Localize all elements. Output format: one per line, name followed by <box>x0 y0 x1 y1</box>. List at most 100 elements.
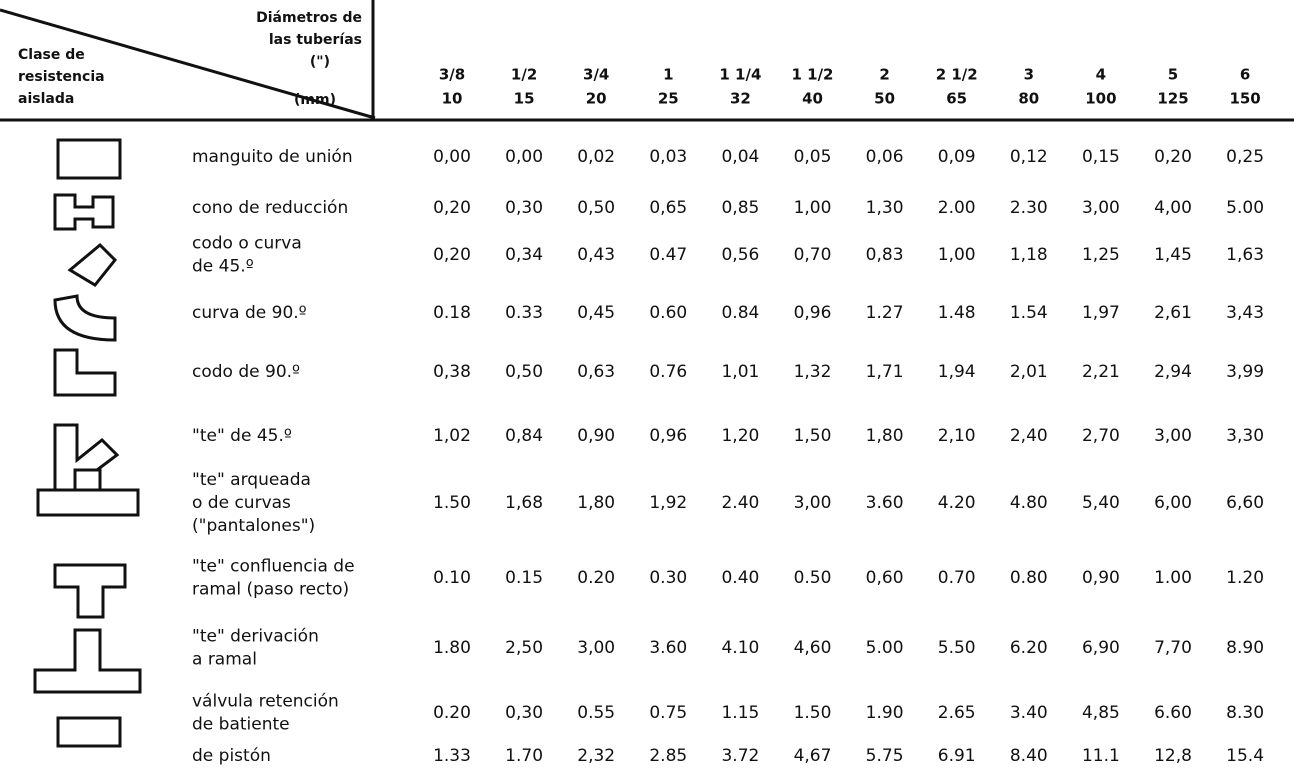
row-label: codo de 90.º <box>192 362 300 382</box>
cell-value: 0,20 <box>433 245 471 265</box>
cell-value: 1,94 <box>938 362 976 382</box>
row-label: "te" confluencia de <box>192 557 355 577</box>
cell-value: 0,96 <box>649 426 687 446</box>
cell-value: 1,92 <box>649 493 687 513</box>
cell-value: 1,18 <box>1010 245 1048 265</box>
cell-value: 2.30 <box>1010 198 1048 218</box>
cell-value: 3.72 <box>721 746 759 766</box>
cell-value: 0,34 <box>505 245 543 265</box>
row-label: a ramal <box>192 650 257 670</box>
cell-value: 6,60 <box>1226 493 1264 513</box>
cell-value: 6,00 <box>1154 493 1192 513</box>
cell-value: 1.80 <box>433 638 471 658</box>
cell-value: 0,15 <box>1082 147 1120 167</box>
cell-value: 0,00 <box>505 147 543 167</box>
cell-value: 0,90 <box>1082 568 1120 588</box>
row-label: cono de reducción <box>192 198 348 218</box>
cell-value: 6.20 <box>1010 638 1048 658</box>
row-label: de pistón <box>192 746 271 766</box>
cell-value: 0.33 <box>505 303 543 323</box>
cell-value: 0,70 <box>794 245 832 265</box>
cell-value: 0.75 <box>649 703 687 723</box>
column-inch: 6 <box>1240 66 1250 84</box>
row-label: válvula retención <box>192 692 339 712</box>
cell-value: 7,70 <box>1154 638 1192 658</box>
cell-value: 15.4 <box>1226 746 1264 766</box>
cell-value: 2,21 <box>1082 362 1120 382</box>
cell-value: 5,40 <box>1082 493 1120 513</box>
cell-value: 3,30 <box>1226 426 1264 446</box>
cell-value: 4.20 <box>938 493 976 513</box>
cell-value: 1.50 <box>794 703 832 723</box>
icon <box>53 294 117 342</box>
cell-value: 3,99 <box>1226 362 1264 382</box>
cell-value: 0.55 <box>577 703 615 723</box>
cell-value: 4.10 <box>721 638 759 658</box>
cell-value: 4,85 <box>1082 703 1120 723</box>
row-label: "te" arqueada <box>192 470 311 490</box>
icon <box>53 193 115 231</box>
corner-label: aislada <box>18 91 74 107</box>
cell-value: 1,20 <box>721 426 759 446</box>
cell-value: 0.20 <box>433 703 471 723</box>
row-label: de 45.º <box>192 257 254 277</box>
cell-value: 1,50 <box>794 426 832 446</box>
column-inch: 4 <box>1096 66 1106 84</box>
row-label: curva de 90.º <box>192 303 307 323</box>
cell-value: 0,05 <box>794 147 832 167</box>
cell-value: 1,32 <box>794 362 832 382</box>
cell-value: 0,02 <box>577 147 615 167</box>
cell-value: 1,80 <box>866 426 904 446</box>
cell-value: 0.18 <box>433 303 471 323</box>
cell-value: 2.85 <box>649 746 687 766</box>
cell-value: 1,30 <box>866 198 904 218</box>
corner-label: las tuberías <box>269 32 362 48</box>
column-mm: 65 <box>946 90 967 108</box>
cell-value: 0.80 <box>1010 568 1048 588</box>
cell-value: 2,40 <box>1010 426 1048 446</box>
cell-value: 0,25 <box>1226 147 1264 167</box>
cell-value: 4,00 <box>1154 198 1192 218</box>
cell-value: 5.00 <box>1226 198 1264 218</box>
cell-value: 4,60 <box>794 638 832 658</box>
column-mm: 32 <box>730 90 751 108</box>
cell-value: 0.20 <box>577 568 615 588</box>
cell-value: 6.60 <box>1154 703 1192 723</box>
cell-value: 2,50 <box>505 638 543 658</box>
cell-value: 2,32 <box>577 746 615 766</box>
row-label: ramal (paso recto) <box>192 580 349 600</box>
cell-value: 2,70 <box>1082 426 1120 446</box>
cell-value: 0,09 <box>938 147 976 167</box>
cell-value: 0.47 <box>649 245 687 265</box>
corner-label: (mm) <box>294 92 336 108</box>
cell-value: 0,30 <box>505 198 543 218</box>
cell-value: 1.27 <box>866 303 904 323</box>
fitting-icons <box>33 138 142 748</box>
cell-value: 0.84 <box>721 303 759 323</box>
cell-value: 0,50 <box>505 362 543 382</box>
cell-value: 1,02 <box>433 426 471 446</box>
corner-label: resistencia <box>18 69 105 85</box>
cell-value: 3,00 <box>1154 426 1192 446</box>
column-inch: 3/4 <box>583 66 609 84</box>
cell-value: 8.90 <box>1226 638 1264 658</box>
cell-value: 2.40 <box>721 493 759 513</box>
cell-value: 0,12 <box>1010 147 1048 167</box>
cell-value: 0.76 <box>649 362 687 382</box>
row-label: manguito de unión <box>192 147 353 167</box>
row-label: codo o curva <box>192 234 302 254</box>
cell-value: 1,01 <box>721 362 759 382</box>
cell-value: 12,8 <box>1154 746 1192 766</box>
cell-value: 0,85 <box>721 198 759 218</box>
cell-value: 0,45 <box>577 303 615 323</box>
cell-value: 0.30 <box>649 568 687 588</box>
cell-value: 1.90 <box>866 703 904 723</box>
row-label: o de curvas <box>192 493 291 513</box>
column-mm: 25 <box>658 90 679 108</box>
cell-value: 0,43 <box>577 245 615 265</box>
cell-value: 2,10 <box>938 426 976 446</box>
corner-diagonal <box>0 8 376 120</box>
column-inch: 2 1/2 <box>936 66 978 84</box>
cell-value: 0,06 <box>866 147 904 167</box>
cell-value: 1.70 <box>505 746 543 766</box>
